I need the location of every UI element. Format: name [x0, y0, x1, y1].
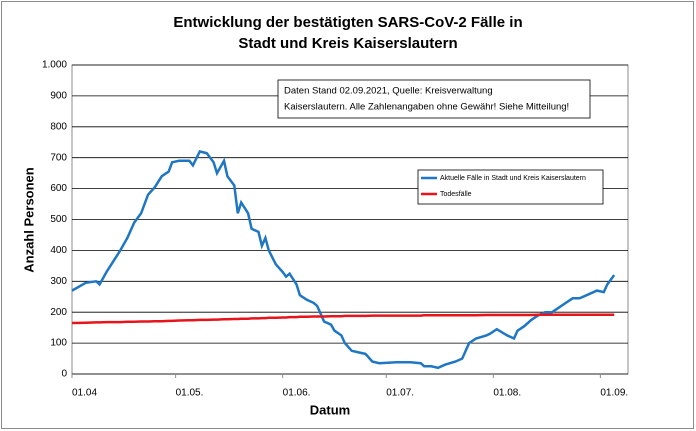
y-tick-label: 400 [50, 245, 67, 256]
y-tick-label: 800 [50, 121, 67, 132]
x-tick-label: 01.04 [72, 388, 97, 399]
series-line [71, 313, 615, 325]
y-tick-label: 900 [50, 91, 67, 102]
x-tick-label: 01.05. [176, 388, 204, 399]
y-tick-label: 600 [50, 183, 67, 194]
x-axis-label: Datum [310, 402, 350, 417]
x-tick-label: 01.09. [600, 388, 628, 399]
chart-title: Entwicklung der bestätigten SARS-CoV-2 F… [173, 14, 522, 31]
y-tick-label: 200 [50, 307, 67, 318]
y-tick-label: 0 [61, 369, 67, 380]
legend-label: Todesfälle [440, 191, 472, 198]
legend-label: Aktuelle Fälle in Stadt und Kreis Kaiser… [440, 175, 586, 182]
y-tick-label: 100 [50, 338, 67, 349]
y-axis-label: Anzahl Personen [21, 167, 36, 273]
chart-title: Stadt und Kreis Kaiserslautern [238, 35, 457, 52]
series-line [71, 150, 616, 370]
y-tick-label: 700 [50, 152, 67, 163]
legend-box [417, 169, 604, 205]
y-tick-label: 300 [50, 276, 67, 287]
annotation-box [277, 79, 591, 119]
annotation: Daten Stand 02.09.2021, Quelle: Kreisver… [284, 86, 493, 97]
x-tick-label: 01.07. [386, 388, 414, 399]
y-tick-label: 1.000 [42, 60, 67, 71]
y-tick-label: 500 [50, 214, 67, 225]
annotation: Kaiserslautern. Alle Zahlenangaben ohne … [284, 102, 569, 113]
x-tick-label: 01.06. [283, 388, 311, 399]
x-tick-label: 01.08. [493, 388, 521, 399]
